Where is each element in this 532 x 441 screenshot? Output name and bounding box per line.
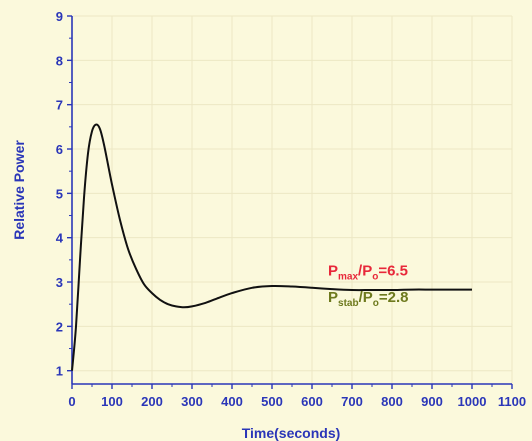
y-tick-label: 1 — [56, 364, 63, 379]
grid — [72, 15, 513, 384]
annotation-pstab: Pstab/Po=2.8 — [328, 289, 409, 309]
annotation-pmax: Pmax/Po=6.5 — [328, 262, 408, 282]
y-axis-ticks: 1 2 3 4 5 6 7 8 9 — [56, 9, 72, 379]
y-tick-label: 2 — [56, 319, 63, 334]
y-tick-label: 8 — [56, 53, 63, 68]
x-tick-label: 1100 — [498, 394, 526, 409]
x-tick-label: 300 — [181, 394, 203, 409]
x-axis-ticks: 0 100 200 300 400 500 600 700 800 900 1000 1100 — [68, 384, 526, 409]
y-tick-label: 7 — [56, 98, 63, 113]
x-tick-label: 900 — [421, 394, 443, 409]
x-tick-label: 700 — [341, 394, 363, 409]
axes — [71, 16, 512, 385]
series-line — [71, 123, 472, 371]
x-tick-label: 0 — [68, 394, 75, 409]
x-tick-label: 200 — [141, 394, 163, 409]
y-tick-label: 6 — [56, 142, 63, 157]
y-tick-label: 3 — [56, 275, 63, 290]
y-axis-title: Relative Power — [11, 140, 27, 240]
y-tick-label: 4 — [56, 231, 64, 246]
x-tick-label: 800 — [381, 394, 403, 409]
x-tick-label: 1000 — [458, 394, 487, 409]
x-tick-label: 400 — [221, 394, 243, 409]
x-tick-label: 500 — [261, 394, 283, 409]
x-tick-label: 100 — [101, 394, 123, 409]
x-tick-label: 600 — [301, 394, 323, 409]
y-tick-label: 9 — [56, 9, 63, 24]
x-axis-title: Time(seconds) — [242, 425, 341, 441]
y-tick-label: 5 — [56, 186, 63, 201]
